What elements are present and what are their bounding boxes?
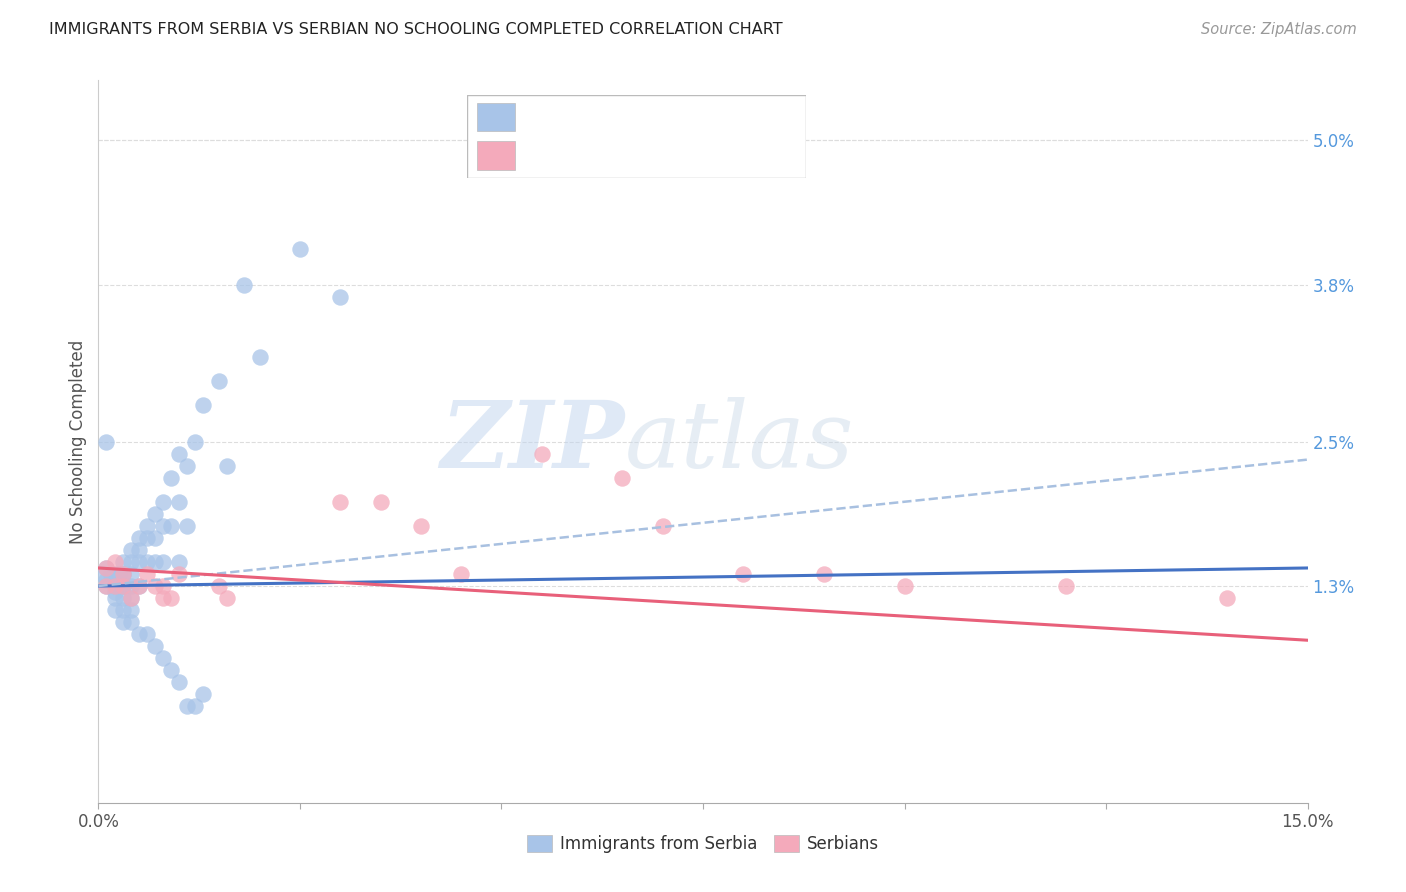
Point [111,567,134,582]
Point [128,531,150,545]
Point [152,591,174,606]
Point [651,518,673,533]
Point [152,579,174,593]
Point [450,567,472,582]
Point [111,579,134,593]
Point [111,579,134,593]
Point [96,434,118,449]
Point [160,664,183,678]
Point [103,591,125,606]
Text: atlas: atlas [624,397,853,486]
Point [111,555,134,569]
Point [152,518,174,533]
Text: IMMIGRANTS FROM SERBIA VS SERBIAN NO SCHOOLING COMPLETED CORRELATION CHART: IMMIGRANTS FROM SERBIA VS SERBIAN NO SCH… [49,22,783,37]
Point [160,591,183,606]
Point [103,579,125,593]
Point [152,494,174,508]
Point [120,542,142,557]
Point [143,507,166,521]
Point [143,555,166,569]
Y-axis label: No Schooling Completed: No Schooling Completed [69,340,87,543]
Point [100,567,122,582]
Point [111,567,134,582]
Point [160,518,183,533]
Point [733,567,755,582]
Point [176,518,198,533]
Point [103,585,125,599]
Point [217,458,239,473]
Point [329,494,352,508]
Point [288,242,311,256]
Point [167,494,190,508]
Point [167,567,190,582]
Point [111,591,134,606]
Point [249,350,271,364]
Point [120,555,142,569]
Point [409,518,432,533]
Point [111,579,134,593]
Point [135,518,157,533]
Point [208,579,231,593]
Point [143,579,166,593]
Point [120,579,142,593]
Point [160,470,183,484]
Point [135,531,157,545]
Point [612,470,634,484]
Point [152,651,174,665]
Point [128,579,150,593]
Point [135,627,157,641]
Point [232,277,254,292]
Point [103,603,125,617]
Point [120,591,142,606]
Point [143,639,166,653]
Point [111,615,134,630]
Point [91,567,114,582]
Point [217,591,239,606]
Point [530,446,553,460]
Point [96,579,118,593]
Point [107,567,129,582]
Point [128,555,150,569]
Point [96,561,118,575]
Point [96,579,118,593]
Point [120,591,142,606]
Point [167,446,190,460]
Point [176,458,198,473]
Point [128,627,150,641]
Point [1216,591,1239,606]
Point [111,567,134,582]
Text: Source: ZipAtlas.com: Source: ZipAtlas.com [1201,22,1357,37]
Point [96,561,118,575]
Point [167,555,190,569]
Point [208,374,231,388]
Point [103,579,125,593]
Point [176,699,198,714]
Point [96,573,118,587]
Point [813,567,835,582]
Point [1054,579,1077,593]
Text: ZIP: ZIP [440,397,624,486]
Point [120,603,142,617]
Point [184,434,207,449]
Point [120,567,142,582]
Point [128,542,150,557]
Point [893,579,915,593]
Point [370,494,392,508]
Point [103,555,125,569]
Point [184,699,207,714]
Point [120,615,142,630]
Point [135,567,157,582]
Point [329,290,352,304]
Point [193,398,215,412]
Legend: Immigrants from Serbia, Serbians: Immigrants from Serbia, Serbians [520,828,886,860]
Point [103,567,125,582]
Point [128,579,150,593]
Point [152,555,174,569]
Point [103,579,125,593]
Point [135,555,157,569]
Point [193,687,215,701]
Point [111,603,134,617]
Point [167,675,190,690]
Point [143,531,166,545]
